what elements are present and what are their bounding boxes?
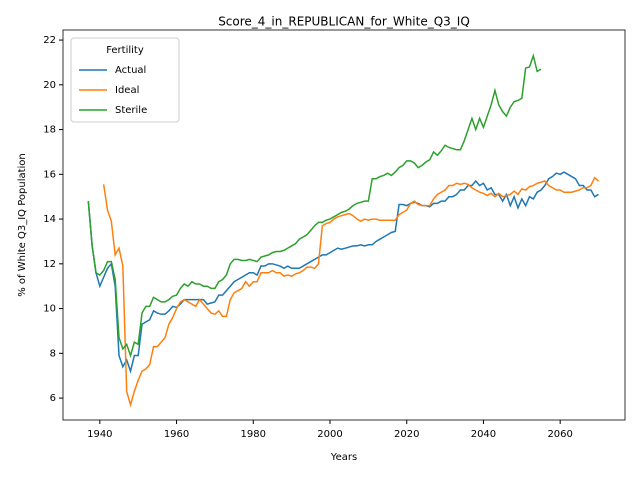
y-tick-label: 20	[43, 80, 56, 91]
x-tick-label: 1980	[241, 429, 266, 440]
legend-box	[70, 37, 180, 123]
y-tick-label: 14	[43, 214, 56, 225]
y-tick-label: 6	[50, 393, 56, 404]
y-tick-label: 16	[43, 169, 56, 180]
y-axis-label: % of White Q3_IQ Population	[17, 153, 28, 297]
x-tick-label: 1960	[164, 429, 189, 440]
x-axis-label: Years	[330, 452, 357, 463]
y-tick-label: 8	[50, 348, 56, 359]
y-tick-label: 22	[43, 35, 56, 46]
legend-label: Ideal	[115, 85, 139, 96]
legend-title: Fertility	[106, 45, 144, 56]
legend-label: Sterile	[115, 105, 147, 116]
x-tick-label: 1940	[87, 429, 112, 440]
x-tick-label: 2000	[317, 429, 342, 440]
x-tick-label: 2040	[471, 429, 496, 440]
y-tick-label: 12	[43, 259, 56, 270]
y-tick-label: 10	[43, 304, 56, 315]
legend-label: Actual	[115, 65, 146, 76]
chart-title: Score_4_in_REPUBLICAN_for_White_Q3_IQ	[218, 15, 470, 29]
y-tick-label: 18	[43, 125, 56, 136]
series-line	[87, 171, 599, 374]
legend: Fertility Actual Ideal Sterile	[70, 37, 180, 123]
series-line	[87, 53, 542, 359]
series-line	[102, 176, 600, 408]
plot-frame	[62, 29, 626, 421]
x-tick-label: 2060	[547, 429, 572, 440]
x-tick-label: 2020	[394, 429, 419, 440]
